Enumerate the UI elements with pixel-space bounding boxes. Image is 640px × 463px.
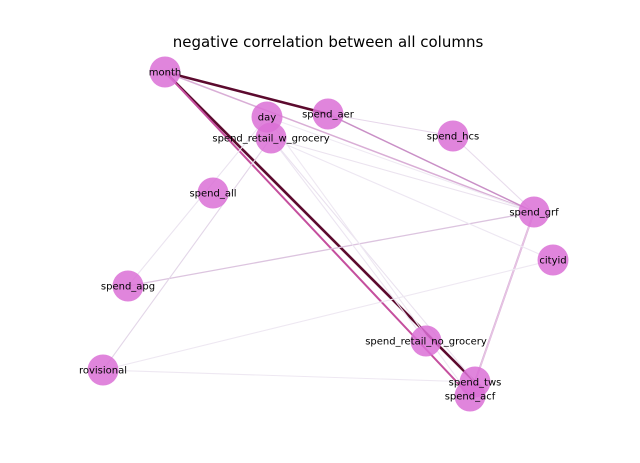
edge-spend_aer-spend_hcs [327, 113, 454, 137]
node-label-spend_retail_w_grocery: spend_retail_w_grocery [212, 134, 329, 145]
node-rovisional [87, 354, 119, 386]
edge-spend_retail_w_grocery-rovisional [102, 137, 272, 371]
node-spend_apg [112, 270, 144, 302]
edge-spend_aer-spend_grf [327, 113, 535, 213]
node-month [149, 56, 181, 88]
node-label-spend_acf: spend_acf [445, 392, 496, 403]
edge-month-spend_aer [164, 70, 329, 116]
node-label-spend_retail_no_grocery: spend_retail_no_grocery [365, 337, 487, 348]
edge-spend_retail_w_grocery-spend_grf [270, 137, 535, 213]
edge-day-spend_grf [266, 116, 535, 213]
node-label-spend_hcs: spend_hcs [427, 132, 479, 143]
node-label-spend_tws: spend_tws [449, 378, 502, 389]
edge-rovisional-cityid [102, 259, 554, 371]
node-label-spend_apg: spend_apg [101, 282, 155, 293]
edge-day-spend_acf [266, 116, 471, 397]
node-spend_grf [518, 196, 550, 228]
node-spend_all [197, 177, 229, 209]
edge-spend_retail_w_grocery-spend_retail_no_grocery [270, 137, 427, 342]
edge-layer [102, 70, 554, 397]
node-spend_acf [454, 380, 486, 412]
edge-spend_grf-spend_tws [474, 211, 535, 383]
node-label-day: day [258, 113, 276, 124]
edge-spend_hcs-spend_grf [452, 135, 535, 213]
node-label-spend_all: spend_all [189, 189, 236, 200]
node-spend_retail_w_grocery [255, 122, 287, 154]
edge-spend_retail_w_grocery-cityid [270, 137, 554, 261]
node-label-rovisional: rovisional [79, 366, 127, 377]
node-cityid [537, 244, 569, 276]
node-label-cityid: cityid [539, 256, 566, 267]
edge-spend_grf-spend_apg [127, 211, 535, 287]
node-spend_aer [312, 98, 344, 130]
node-label-month: month [149, 68, 181, 79]
node-spend_hcs [437, 120, 469, 152]
node-layer [87, 56, 569, 412]
node-spend_retail_no_grocery [410, 325, 442, 357]
edge-rovisional-spend_tws [102, 369, 476, 383]
edge-month-spend_grf [164, 71, 535, 213]
edge-day-spend_apg [127, 116, 268, 287]
graph-title: negative correlation between all columns [173, 33, 484, 51]
node-label-spend_grf: spend_grf [509, 208, 559, 219]
node-label-spend_aer: spend_aer [302, 110, 355, 121]
